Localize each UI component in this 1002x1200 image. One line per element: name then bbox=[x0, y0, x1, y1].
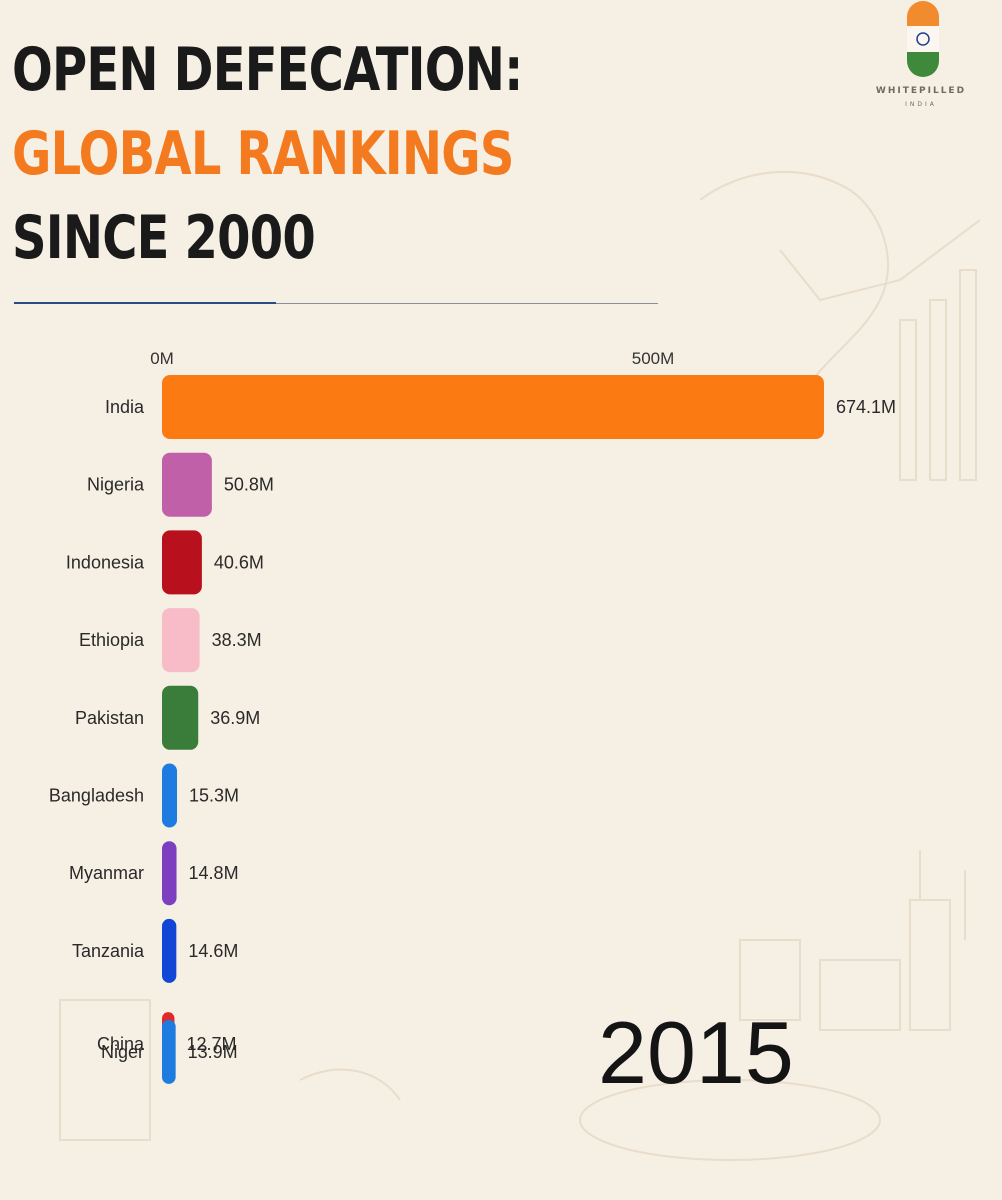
value-label: 36.9M bbox=[210, 708, 260, 728]
bar bbox=[162, 608, 200, 673]
bar bbox=[162, 375, 824, 439]
bar bbox=[162, 918, 177, 983]
title-underline bbox=[276, 303, 658, 304]
category-label: Myanmar bbox=[69, 863, 144, 883]
title-line-2: GLOBAL RANKINGS bbox=[12, 119, 514, 189]
bar bbox=[162, 530, 202, 595]
brand-name: WHITEPILLED bbox=[875, 86, 967, 96]
value-label: 14.6M bbox=[188, 941, 238, 961]
value-label: 38.3M bbox=[212, 630, 262, 650]
value-label: 40.6M bbox=[214, 552, 264, 572]
category-label: Bangladesh bbox=[49, 786, 144, 806]
title-line-1: OPEN DEFECATION: bbox=[12, 35, 523, 105]
category-label: Niger bbox=[101, 1042, 144, 1062]
bar bbox=[162, 685, 199, 750]
category-label: China bbox=[97, 1034, 145, 1054]
value-label: 12.7M bbox=[186, 1034, 236, 1054]
category-label: Tanzania bbox=[72, 941, 145, 961]
capsule-flag-icon bbox=[907, 1, 939, 77]
bar bbox=[162, 763, 178, 828]
category-label: Nigeria bbox=[87, 475, 145, 495]
chart-title: OPEN DEFECATION: GLOBAL RANKINGS SINCE 2… bbox=[12, 28, 523, 280]
category-label: Indonesia bbox=[66, 552, 145, 572]
category-label: India bbox=[105, 397, 145, 417]
bar bbox=[162, 841, 177, 906]
title-underline-accent bbox=[14, 302, 276, 304]
title-line-3: SINCE 2000 bbox=[12, 203, 316, 273]
value-label: 674.1M bbox=[836, 397, 896, 417]
value-label: 14.8M bbox=[189, 863, 239, 883]
brand-sub: INDIA bbox=[905, 101, 937, 108]
category-label: Ethiopia bbox=[79, 630, 145, 650]
bar bbox=[162, 1019, 176, 1084]
value-label: 50.8M bbox=[224, 475, 274, 495]
category-label: Pakistan bbox=[75, 708, 144, 728]
brand-logo: WHITEPILLED INDIA bbox=[866, 0, 976, 125]
x-tick-label: 500M bbox=[632, 349, 675, 368]
value-label: 15.3M bbox=[189, 786, 239, 806]
year-label: 2015 bbox=[598, 1003, 794, 1102]
bar bbox=[162, 452, 212, 517]
x-tick-label: 0M bbox=[150, 349, 174, 368]
value-label: 13.9M bbox=[188, 1042, 238, 1062]
